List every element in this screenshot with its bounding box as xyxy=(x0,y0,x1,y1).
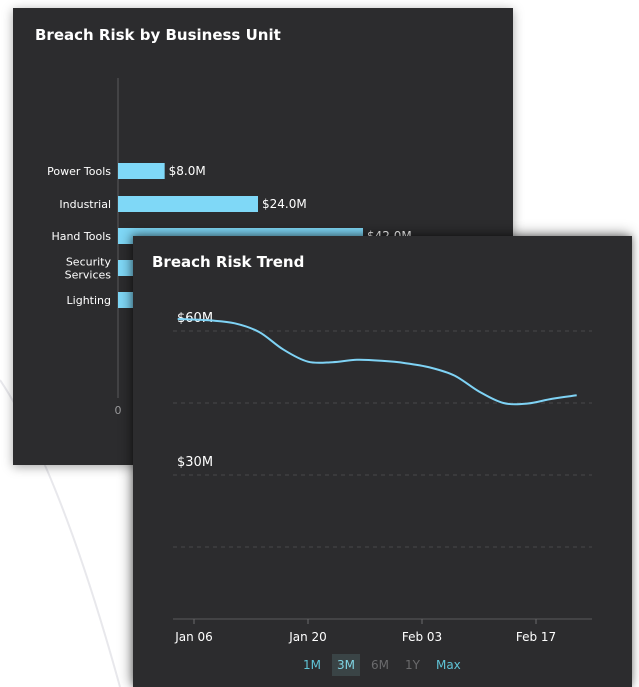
bar-category-label: Lighting xyxy=(67,294,111,307)
bar-category-label: Power Tools xyxy=(47,165,111,178)
line-chart-card: Breach Risk Trend $60M $30M Jan 06 Jan 20 Fe… xyxy=(133,236,632,687)
line-y-tick-label: $60M xyxy=(177,311,213,326)
bar xyxy=(118,260,136,276)
range-button-1m[interactable]: 1M xyxy=(303,658,321,672)
bar-value-label: $24.0M xyxy=(262,197,307,211)
line-chart-title: Breach Risk Trend xyxy=(152,253,305,271)
bar-x-tick-label: 0 xyxy=(115,404,122,417)
bar-category-label: Hand Tools xyxy=(51,230,111,243)
line-x-tick-label: Jan 06 xyxy=(174,630,213,644)
range-selector: 1M 3M 6M 1Y Max xyxy=(298,654,466,676)
line-chart-svg: $60M $30M Jan 06 Jan 20 Feb 03 Feb 17 xyxy=(173,311,592,644)
bar-category-label: Industrial xyxy=(59,198,111,211)
line-x-tick-label: Jan 20 xyxy=(288,630,327,644)
bar xyxy=(118,196,258,212)
line-x-tick-label: Feb 03 xyxy=(402,630,442,644)
bar-category-label: Security xyxy=(66,256,112,269)
bar xyxy=(118,292,136,308)
bar xyxy=(118,163,165,179)
range-button-3m[interactable]: 3M xyxy=(332,654,360,676)
range-button-1y[interactable]: 1Y xyxy=(405,658,420,672)
range-button-max[interactable]: Max xyxy=(435,658,461,672)
line-x-tick-label: Feb 17 xyxy=(516,630,556,644)
line-y-tick-label: $30M xyxy=(177,455,213,470)
trend-line xyxy=(177,318,577,406)
bar-category-label: Services xyxy=(65,269,112,282)
range-button-6m[interactable]: 6M xyxy=(371,658,389,672)
bar-value-label: $8.0M xyxy=(169,164,206,178)
bar-chart-title: Breach Risk by Business Unit xyxy=(35,26,281,44)
